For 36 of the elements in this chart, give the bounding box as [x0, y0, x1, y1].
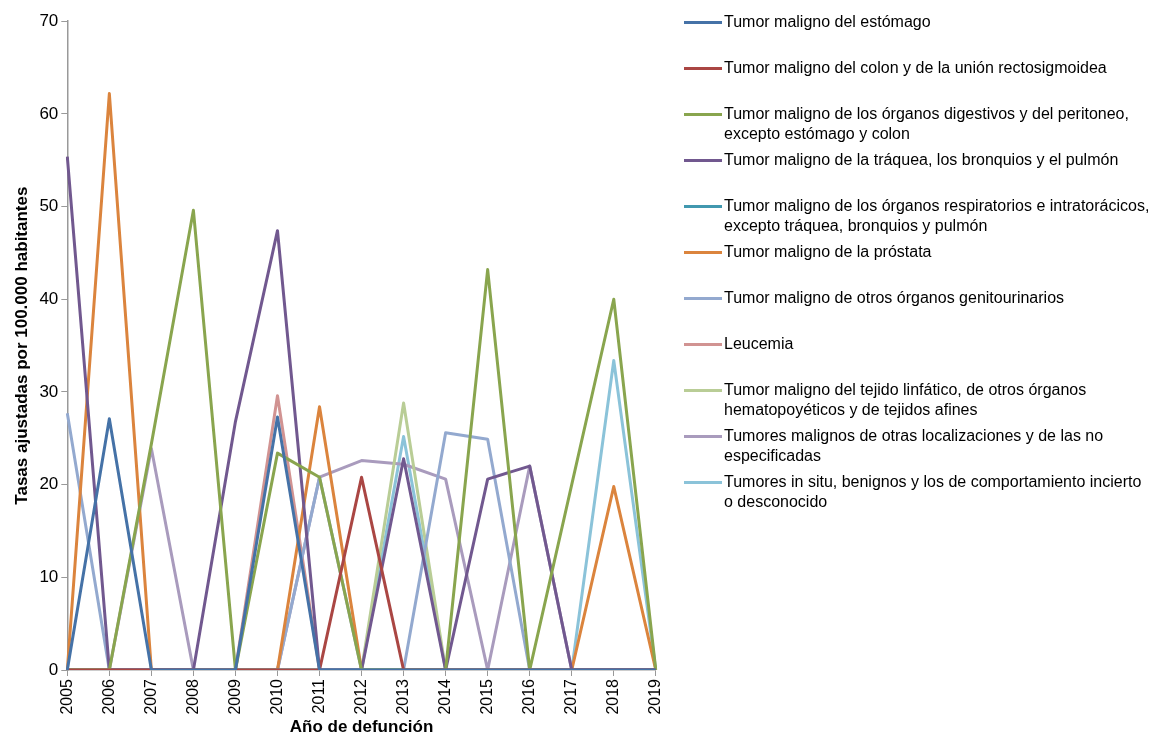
legend-label: Tumor maligno de los órganos respiratorios e intratorácicos, excepto tráquea, bronquios y pulmón [724, 196, 1151, 236]
legend-label: Tumor maligno de la tráquea, los bronquios y el pulmón [724, 150, 1119, 170]
y-axis-title: Tasas ajustadas por 100.000 habitantes [11, 186, 31, 505]
x-tick-label: 2013 [394, 678, 411, 715]
y-tick-label: 10 [39, 567, 59, 587]
legend-label: Tumor maligno de otros órganos genitourinarios [724, 288, 1065, 308]
x-tick-label: 2019 [646, 678, 664, 715]
x-tick-label: 2014 [436, 678, 454, 715]
y-tick-label: 0 [48, 659, 59, 679]
legend-label: Tumores malignos de otras localizaciones y de las no especificadas [724, 426, 1105, 466]
legend-label: Tumor maligno del colon y de la unión rectosigmoidea [724, 58, 1107, 78]
x-tick-label: 2007 [141, 678, 159, 715]
x-tick-label: 2016 [520, 678, 538, 715]
x-tick-label: 2015 [478, 678, 496, 715]
y-tick-label: 50 [39, 196, 59, 216]
y-tick-label: 20 [39, 474, 59, 494]
x-tick-label: 2005 [57, 678, 75, 715]
legend-label: Tumores in situ, benignos y los de comportamiento incierto o desconocido [724, 472, 1143, 512]
x-tick-label: 2008 [183, 678, 201, 715]
x-tick-label: 2017 [562, 678, 580, 715]
x-tick-label: 2009 [225, 678, 243, 715]
y-tick-label: 60 [39, 103, 59, 123]
y-tick-label: 30 [39, 381, 59, 401]
legend-label: Tumor maligno del estómago [724, 12, 931, 32]
x-tick-label: 2010 [267, 678, 285, 715]
legend-label: Leucemia [724, 334, 794, 354]
y-tick-label: 70 [39, 10, 59, 30]
x-tick-label: 2011 [309, 678, 327, 714]
y-tick-label: 40 [39, 288, 59, 308]
x-tick-label: 2018 [604, 678, 622, 715]
legend-label: Tumor maligno de los órganos digestivos y del peritoneo, excepto estómago y colon [724, 104, 1130, 144]
x-tick-label: 2012 [351, 678, 369, 715]
legend-label: Tumor maligno de la próstata [724, 242, 932, 262]
legend-label: Tumor maligno del tejido linfático, de otros órganos hematopoyéticos y de tejidos afines [724, 380, 1088, 420]
x-tick-label: 2006 [99, 678, 117, 715]
x-axis-title: Año de defunción [289, 717, 434, 737]
